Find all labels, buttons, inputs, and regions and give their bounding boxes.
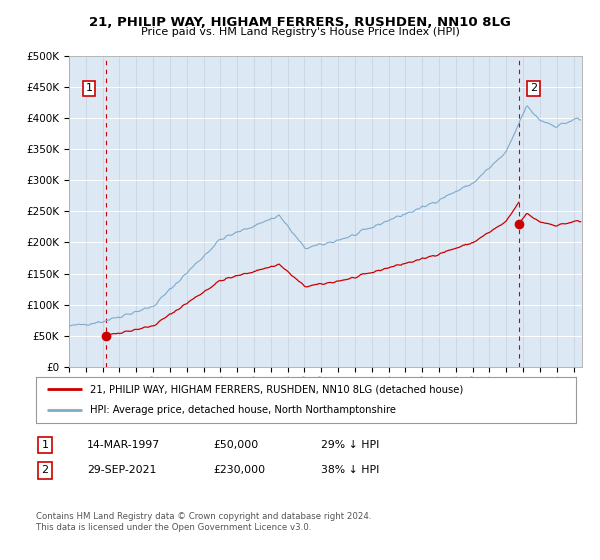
- Text: Contains HM Land Registry data © Crown copyright and database right 2024.
This d: Contains HM Land Registry data © Crown c…: [36, 512, 371, 532]
- Text: 2: 2: [530, 83, 537, 94]
- Text: 29% ↓ HPI: 29% ↓ HPI: [321, 440, 379, 450]
- Text: 14-MAR-1997: 14-MAR-1997: [87, 440, 160, 450]
- Text: 21, PHILIP WAY, HIGHAM FERRERS, RUSHDEN, NN10 8LG: 21, PHILIP WAY, HIGHAM FERRERS, RUSHDEN,…: [89, 16, 511, 29]
- Text: £230,000: £230,000: [213, 465, 265, 475]
- Text: 38% ↓ HPI: 38% ↓ HPI: [321, 465, 379, 475]
- Text: 21, PHILIP WAY, HIGHAM FERRERS, RUSHDEN, NN10 8LG (detached house): 21, PHILIP WAY, HIGHAM FERRERS, RUSHDEN,…: [90, 384, 463, 394]
- Text: 2: 2: [41, 465, 49, 475]
- Text: Price paid vs. HM Land Registry's House Price Index (HPI): Price paid vs. HM Land Registry's House …: [140, 27, 460, 37]
- Text: HPI: Average price, detached house, North Northamptonshire: HPI: Average price, detached house, Nort…: [90, 405, 396, 416]
- Text: 29-SEP-2021: 29-SEP-2021: [87, 465, 157, 475]
- Text: 1: 1: [41, 440, 49, 450]
- Text: 1: 1: [86, 83, 92, 94]
- Text: £50,000: £50,000: [213, 440, 258, 450]
